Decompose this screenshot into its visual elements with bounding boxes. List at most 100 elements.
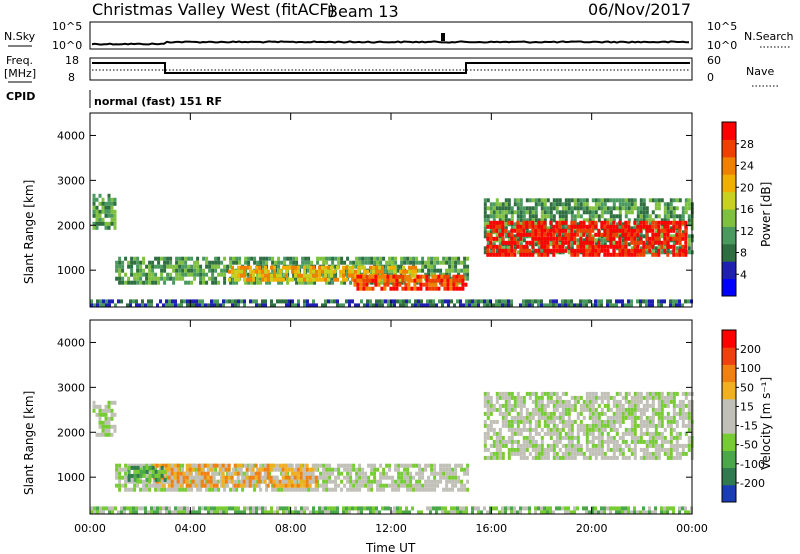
power-cell — [588, 240, 592, 245]
power-cell — [579, 206, 583, 211]
velocity-cell — [141, 506, 144, 511]
velocity-colorbar-tick-label: 50 — [740, 381, 754, 394]
velocity-cell — [495, 395, 499, 400]
power-cell — [495, 299, 498, 304]
power-cell — [145, 276, 149, 281]
velocity-cell — [101, 412, 105, 417]
power-cell — [651, 198, 655, 203]
power-cell — [564, 303, 567, 308]
velocity-cell — [666, 506, 669, 511]
power-cell — [252, 269, 255, 274]
velocity-cell — [660, 399, 664, 404]
power-cell — [618, 234, 622, 239]
velocity-cell — [570, 439, 574, 444]
power-cell — [190, 272, 194, 277]
power-cell — [443, 286, 447, 291]
power-cell — [345, 277, 348, 282]
power-cell — [458, 286, 462, 291]
power-cell — [606, 228, 610, 233]
power-cell — [504, 252, 508, 257]
velocity-cell — [537, 455, 541, 460]
power-cell — [192, 299, 195, 304]
velocity-cell — [615, 431, 619, 436]
power-cell — [480, 299, 483, 304]
power-cell — [657, 236, 661, 241]
velocity-cell — [672, 403, 676, 408]
velocity-cell — [609, 395, 613, 400]
velocity-cell — [630, 435, 634, 440]
velocity-cell — [531, 439, 535, 444]
velocity-cell — [501, 419, 505, 424]
power-cell — [627, 224, 631, 229]
velocity-cell — [311, 479, 315, 484]
velocity-cell — [603, 455, 607, 460]
velocity-cell — [498, 395, 502, 400]
velocity-cell — [101, 432, 105, 437]
velocity-cell — [498, 403, 502, 408]
velocity-cell — [528, 451, 532, 456]
velocity-cell — [564, 419, 568, 424]
velocity-cell — [445, 463, 449, 468]
power-cell — [495, 228, 499, 233]
power-cell — [573, 202, 577, 207]
velocity-cell — [145, 487, 149, 492]
power-cell — [451, 260, 455, 265]
velocity-cell — [651, 403, 655, 408]
power-cell — [651, 252, 655, 257]
power-cell — [675, 224, 679, 229]
velocity-cell — [558, 427, 562, 432]
velocity-cell — [424, 463, 428, 468]
velocity-cell — [430, 479, 434, 484]
power-cell — [552, 299, 555, 304]
velocity-cell — [600, 399, 604, 404]
power-cell — [513, 236, 517, 241]
power-cell — [645, 299, 648, 304]
velocity-cell — [498, 510, 501, 515]
power-cell — [552, 244, 556, 249]
power-cell — [627, 252, 631, 257]
power-cell — [657, 232, 661, 237]
velocity-cell — [486, 403, 490, 408]
velocity-cell — [501, 391, 505, 396]
power-cell — [645, 220, 649, 225]
velocity-cell — [576, 415, 580, 420]
velocity-cell — [543, 411, 547, 416]
velocity-cell — [253, 487, 257, 492]
velocity-cell — [318, 506, 321, 511]
power-cell — [310, 280, 314, 285]
velocity-cell — [528, 431, 532, 436]
power-cell — [196, 260, 200, 265]
power-cell — [519, 252, 523, 257]
power-cell — [666, 210, 670, 215]
velocity-cell — [540, 411, 544, 416]
velocity-cell — [666, 455, 670, 460]
power-cell — [501, 236, 505, 241]
velocity-cell — [522, 455, 526, 460]
velocity-colorbar-swatch — [722, 364, 736, 383]
power-cell — [107, 197, 111, 202]
power-cell — [193, 264, 197, 269]
velocity-cell — [180, 510, 183, 515]
power-cell — [378, 299, 381, 304]
power-cell — [492, 252, 496, 257]
power-cell — [436, 260, 440, 265]
velocity-cell — [438, 506, 441, 511]
velocity-cell — [406, 479, 410, 484]
power-cell — [516, 198, 520, 203]
velocity-cell — [290, 463, 294, 468]
power-cell — [606, 299, 609, 304]
velocity-cell — [561, 415, 565, 420]
power-cell — [190, 264, 194, 269]
velocity-region-4 — [483, 391, 694, 460]
velocity-cell — [269, 479, 273, 484]
velocity-cell — [367, 475, 371, 480]
power-cell — [510, 210, 514, 215]
velocity-cell — [121, 467, 125, 472]
power-cell — [483, 299, 486, 304]
velocity-cell — [327, 510, 330, 515]
power-cell — [163, 264, 167, 269]
velocity-cell — [495, 419, 499, 424]
velocity-cell — [597, 395, 601, 400]
velocity-cell — [266, 471, 270, 476]
power-cell — [489, 250, 493, 255]
